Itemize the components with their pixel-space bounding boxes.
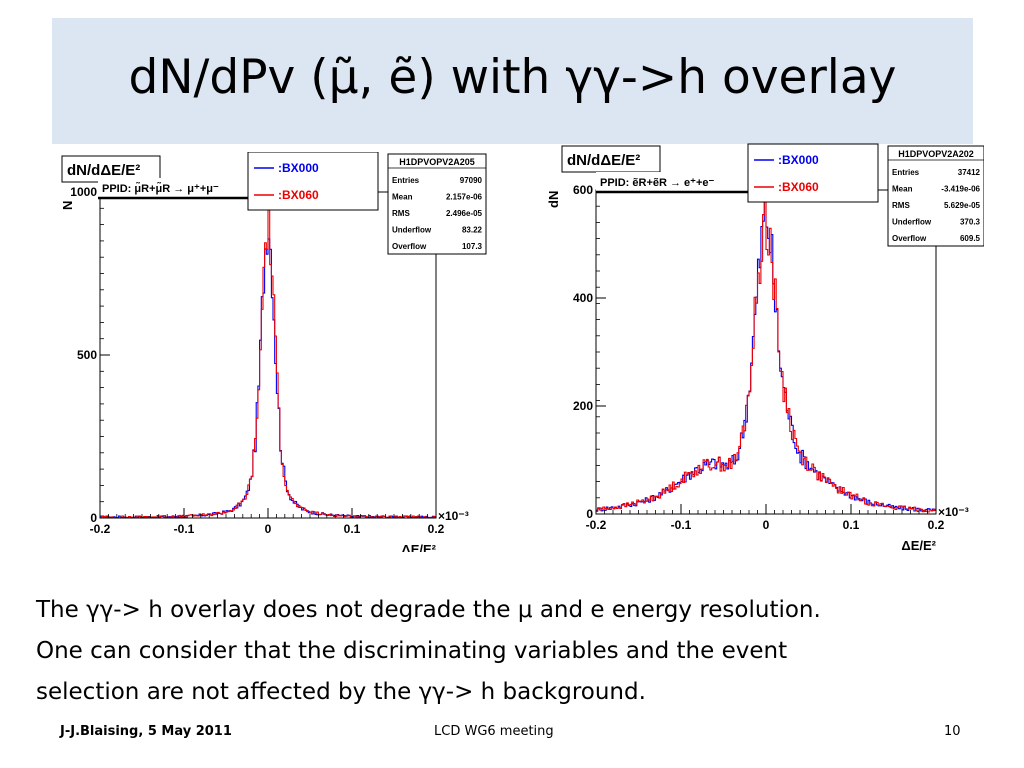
chart-subtitle: PPID: ẽR+ẽR → e⁺+e⁻: [600, 177, 715, 189]
stats-value: 609.5: [960, 234, 981, 243]
x-tick-label: 0: [265, 522, 272, 536]
y-tick-label: 500: [77, 348, 97, 362]
stats-value: 97090: [460, 176, 483, 185]
stats-label: RMS: [892, 201, 910, 210]
x-tick-label: 0: [763, 518, 770, 532]
legend-box: [247, 152, 379, 211]
stats-label: RMS: [392, 209, 410, 218]
y-tick-label: 400: [573, 291, 593, 305]
chart-title: dN/dΔE/E²: [567, 152, 640, 169]
title-banner: dN/dPv (μ̃, ẽ) with γγ->h overlay: [52, 18, 973, 144]
x-tick-label: -0.1: [671, 518, 692, 532]
stats-value: 2.496e-05: [446, 209, 483, 218]
legend-entry: :BX060: [778, 180, 819, 194]
y-tick-label: 600: [573, 183, 593, 197]
chart-title-box: [61, 155, 161, 183]
x-multiplier-label: ×10⁻³: [938, 505, 969, 519]
stats-value: 83.22: [462, 226, 483, 235]
x-axis-label: ΔE/E²: [901, 538, 936, 552]
subtitle-box: [98, 178, 248, 198]
stats-value: -3.419e-06: [941, 185, 980, 194]
stats-value: 370.3: [960, 218, 981, 227]
stats-value: 5.629e-05: [944, 201, 981, 210]
x-tick-label: 0.2: [428, 522, 445, 536]
chart-title-box: [561, 145, 661, 173]
y-axis-label: dN: [546, 191, 561, 208]
stats-box: [387, 153, 487, 255]
stats-label: Mean: [392, 193, 413, 202]
stats-box: [887, 145, 984, 247]
stats-value: 2.157e-06: [446, 193, 483, 202]
stats-label: Underflow: [392, 226, 432, 235]
stats-name: H1DPVOPV2A202: [898, 149, 974, 159]
x-tick-label: 0.2: [928, 518, 945, 532]
stats-label: Mean: [892, 185, 913, 194]
stats-label: Overflow: [392, 242, 427, 251]
legend-entry: :BX060: [278, 188, 319, 202]
stats-label: Overflow: [892, 234, 927, 243]
stats-value: 107.3: [462, 242, 483, 251]
x-multiplier-label: ×10⁻³: [438, 509, 469, 523]
stats-name: H1DPVOPV2A205: [399, 157, 475, 167]
x-axis-label: ΔE/E²: [401, 542, 436, 552]
legend-box: [747, 143, 879, 203]
x-tick-label: -0.2: [586, 518, 607, 532]
body-text: The γγ-> h overlay does not degrade the …: [36, 590, 996, 713]
stats-label: Underflow: [892, 218, 932, 227]
x-tick-label: -0.1: [174, 522, 195, 536]
x-tick-label: 0.1: [344, 522, 361, 536]
chart-subtitle: PPID: μ̃R+μ̃R → μ⁺+μ⁻: [102, 182, 219, 195]
y-tick-label: 200: [573, 399, 593, 413]
stats-label: Entries: [392, 176, 420, 185]
chart-svg: -0.2 -0.1 0 0.1 0.2 0 200 400 600 ×10⁻³ ΔE/E² dN dN/…: [546, 143, 984, 552]
chart-svg: -0.2 -0.1 0 0.1 0.2 0 500 1000 ×10⁻³ ΔE/E² NdN/dΔE…: [60, 152, 487, 552]
stats-label: Entries: [892, 168, 920, 177]
body-line: selection are not affected by the γγ-> h…: [36, 679, 646, 705]
right-plot-electron: -0.2 -0.1 0 0.1 0.2 0 200 400 600 ×10⁻³ ΔE/E² dN dN/…: [544, 140, 984, 552]
footer-author: J-J.Blaising, 5 May 2011: [60, 724, 232, 739]
x-tick-label: 0.1: [843, 518, 860, 532]
y-tick-label: 0: [90, 511, 97, 525]
body-line: The γγ-> h overlay does not degrade the …: [36, 597, 821, 623]
footer-page-number: 10: [944, 724, 961, 739]
stats-value: 37412: [958, 168, 981, 177]
y-tick-label: 0: [586, 507, 593, 521]
legend-entry: :BX000: [778, 153, 819, 167]
y-axis-label: N: [60, 201, 75, 210]
slide-title: dN/dPv (μ̃, ẽ) with γγ->h overlay: [128, 50, 897, 105]
x-tick-label: -0.2: [90, 522, 111, 536]
y-tick-label: 1000: [70, 185, 97, 199]
legend-entry: :BX000: [278, 161, 319, 175]
subtitle-box: [596, 172, 748, 192]
chart-title: dN/dΔE/E²: [67, 162, 140, 179]
footer-meeting: LCD WG6 meeting: [434, 724, 554, 739]
body-line: One can consider that the discriminating…: [36, 638, 788, 664]
